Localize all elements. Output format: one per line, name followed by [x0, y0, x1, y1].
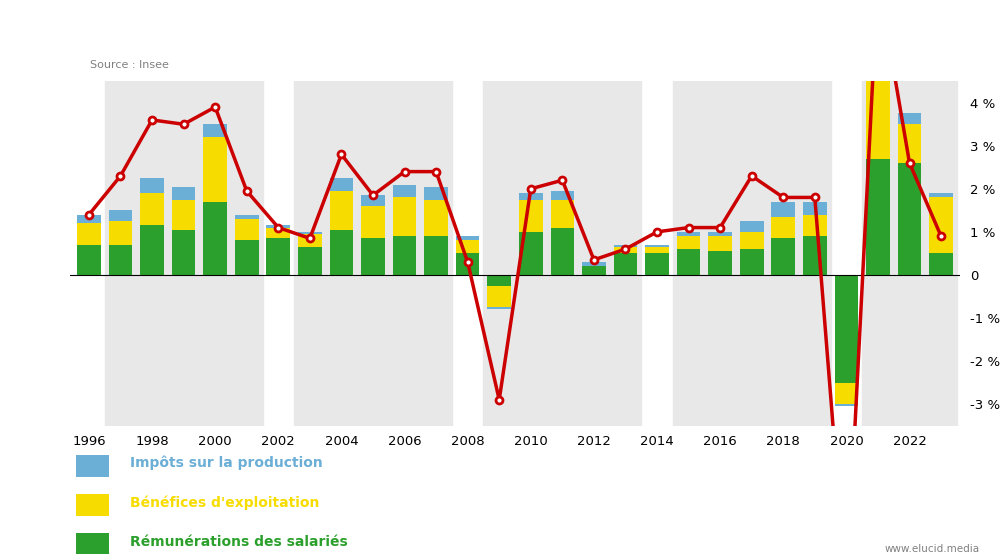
Bar: [835, 382, 858, 404]
Bar: [456, 254, 479, 275]
Bar: [361, 195, 385, 206]
Bar: [519, 232, 543, 275]
Bar: [140, 193, 164, 226]
Bar: [645, 247, 669, 254]
Bar: [172, 186, 195, 199]
Bar: [898, 124, 921, 163]
Bar: [393, 236, 416, 275]
Bar: [862, 81, 957, 426]
Bar: [361, 239, 385, 275]
Bar: [898, 163, 921, 275]
Bar: [551, 191, 574, 199]
Bar: [487, 307, 511, 309]
Bar: [645, 245, 669, 247]
Bar: [172, 199, 195, 230]
Bar: [203, 137, 227, 202]
Bar: [266, 226, 290, 227]
Bar: [677, 236, 700, 249]
Bar: [77, 245, 101, 275]
Bar: [582, 262, 606, 275]
Bar: [77, 214, 101, 223]
Bar: [203, 202, 227, 275]
Bar: [235, 214, 259, 219]
Bar: [835, 275, 858, 382]
FancyBboxPatch shape: [76, 455, 108, 477]
Bar: [140, 226, 164, 275]
Bar: [456, 240, 479, 254]
Text: Bénéfices d'exploitation: Bénéfices d'exploitation: [130, 496, 320, 510]
Bar: [898, 114, 921, 124]
Bar: [803, 202, 827, 214]
Bar: [803, 214, 827, 236]
Bar: [294, 81, 452, 426]
Bar: [614, 247, 637, 254]
Text: Rémunérations des salariés: Rémunérations des salariés: [130, 535, 348, 549]
Bar: [929, 193, 953, 198]
Bar: [582, 262, 606, 267]
FancyBboxPatch shape: [76, 494, 108, 516]
Bar: [266, 226, 290, 239]
Bar: [771, 239, 795, 275]
Bar: [677, 232, 700, 236]
Bar: [105, 81, 263, 426]
Text: www.elucid.media: www.elucid.media: [885, 544, 980, 554]
Bar: [361, 206, 385, 239]
Text: Contribution des composantes à la croissance du PIB déflaté de la France, 1996-2: Contribution des composantes à la croiss…: [90, 16, 797, 32]
Bar: [235, 240, 259, 275]
Bar: [456, 236, 479, 240]
Bar: [330, 230, 353, 275]
Bar: [929, 198, 953, 254]
Bar: [487, 286, 511, 309]
Bar: [740, 221, 764, 232]
Bar: [582, 262, 606, 267]
Bar: [393, 185, 416, 198]
Bar: [330, 191, 353, 230]
Bar: [519, 193, 543, 199]
Bar: [109, 245, 132, 275]
Bar: [266, 239, 290, 275]
Text: Source : Insee: Source : Insee: [90, 60, 169, 70]
Bar: [929, 254, 953, 275]
Bar: [740, 249, 764, 275]
Bar: [866, 158, 890, 275]
Bar: [614, 245, 637, 247]
Bar: [109, 221, 132, 245]
Bar: [330, 178, 353, 191]
Bar: [771, 202, 795, 217]
Bar: [519, 199, 543, 232]
Bar: [393, 198, 416, 236]
Text: ÉLUCID: ÉLUCID: [5, 15, 83, 33]
Text: Impôts sur la production: Impôts sur la production: [130, 456, 323, 470]
Bar: [866, 8, 890, 158]
Bar: [424, 236, 448, 275]
Bar: [77, 223, 101, 245]
Bar: [614, 254, 637, 275]
Bar: [740, 232, 764, 249]
Bar: [803, 236, 827, 275]
Bar: [424, 199, 448, 236]
Bar: [298, 234, 322, 247]
Bar: [708, 251, 732, 275]
Bar: [298, 247, 322, 275]
Bar: [487, 275, 511, 286]
Bar: [203, 124, 227, 137]
Bar: [551, 227, 574, 275]
Bar: [677, 249, 700, 275]
Bar: [708, 236, 732, 251]
Bar: [835, 404, 858, 406]
Bar: [424, 186, 448, 199]
Bar: [551, 199, 574, 227]
Bar: [235, 219, 259, 240]
Bar: [483, 81, 641, 426]
Bar: [708, 232, 732, 236]
Bar: [298, 232, 322, 234]
Bar: [645, 254, 669, 275]
Bar: [140, 178, 164, 193]
Bar: [673, 81, 831, 426]
Bar: [771, 217, 795, 239]
Bar: [109, 211, 132, 221]
FancyBboxPatch shape: [76, 534, 108, 556]
Bar: [172, 230, 195, 275]
